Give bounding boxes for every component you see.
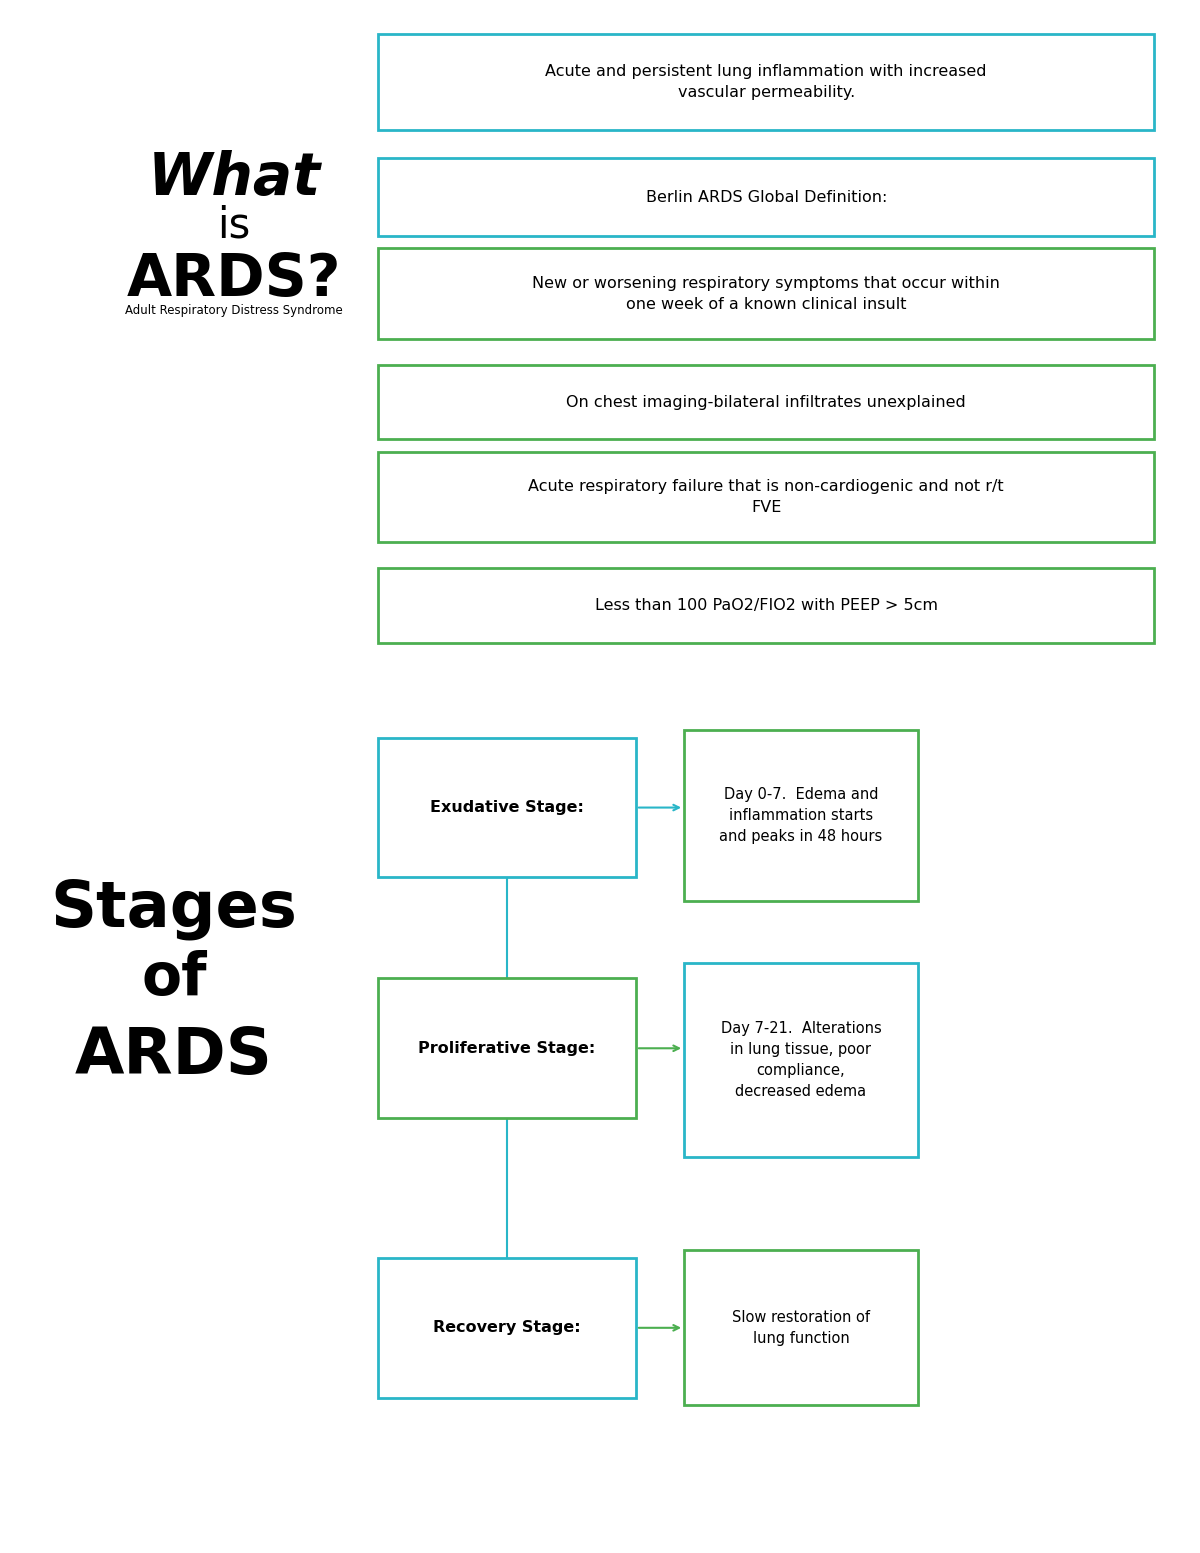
FancyBboxPatch shape <box>684 1250 918 1405</box>
FancyBboxPatch shape <box>684 730 918 901</box>
FancyBboxPatch shape <box>378 452 1154 542</box>
Text: Slow restoration of
lung function: Slow restoration of lung function <box>732 1309 870 1346</box>
Text: ARDS: ARDS <box>76 1025 272 1087</box>
FancyBboxPatch shape <box>378 365 1154 439</box>
Text: New or worsening respiratory symptoms that occur within
one week of a known clin: New or worsening respiratory symptoms th… <box>533 275 1000 312</box>
Text: Recovery Stage:: Recovery Stage: <box>433 1320 581 1336</box>
Text: Proliferative Stage:: Proliferative Stage: <box>419 1041 595 1056</box>
Text: Less than 100 PaO2/FIO2 with PEEP > 5cm: Less than 100 PaO2/FIO2 with PEEP > 5cm <box>595 598 937 613</box>
Text: Adult Respiratory Distress Syndrome: Adult Respiratory Distress Syndrome <box>125 304 343 317</box>
Text: Day 0-7.  Edema and
inflammation starts
and peaks in 48 hours: Day 0-7. Edema and inflammation starts a… <box>719 787 883 843</box>
Text: Acute respiratory failure that is non-cardiogenic and not r/t
FVE: Acute respiratory failure that is non-ca… <box>528 478 1004 516</box>
FancyBboxPatch shape <box>378 248 1154 339</box>
Text: is: is <box>217 203 251 247</box>
Text: Acute and persistent lung inflammation with increased
vascular permeability.: Acute and persistent lung inflammation w… <box>546 64 986 101</box>
Text: Stages: Stages <box>50 877 298 940</box>
FancyBboxPatch shape <box>378 568 1154 643</box>
FancyBboxPatch shape <box>378 738 636 877</box>
Text: of: of <box>142 950 206 1006</box>
Text: What: What <box>148 151 320 207</box>
FancyBboxPatch shape <box>378 978 636 1118</box>
FancyBboxPatch shape <box>378 1258 636 1398</box>
FancyBboxPatch shape <box>378 34 1154 130</box>
Text: Day 7-21.  Alterations
in lung tissue, poor
compliance,
decreased edema: Day 7-21. Alterations in lung tissue, po… <box>721 1020 881 1100</box>
Text: Berlin ARDS Global Definition:: Berlin ARDS Global Definition: <box>646 189 887 205</box>
FancyBboxPatch shape <box>378 158 1154 236</box>
Text: On chest imaging-bilateral infiltrates unexplained: On chest imaging-bilateral infiltrates u… <box>566 394 966 410</box>
FancyBboxPatch shape <box>684 963 918 1157</box>
Text: ARDS?: ARDS? <box>127 252 341 307</box>
Text: Exudative Stage:: Exudative Stage: <box>430 800 584 815</box>
